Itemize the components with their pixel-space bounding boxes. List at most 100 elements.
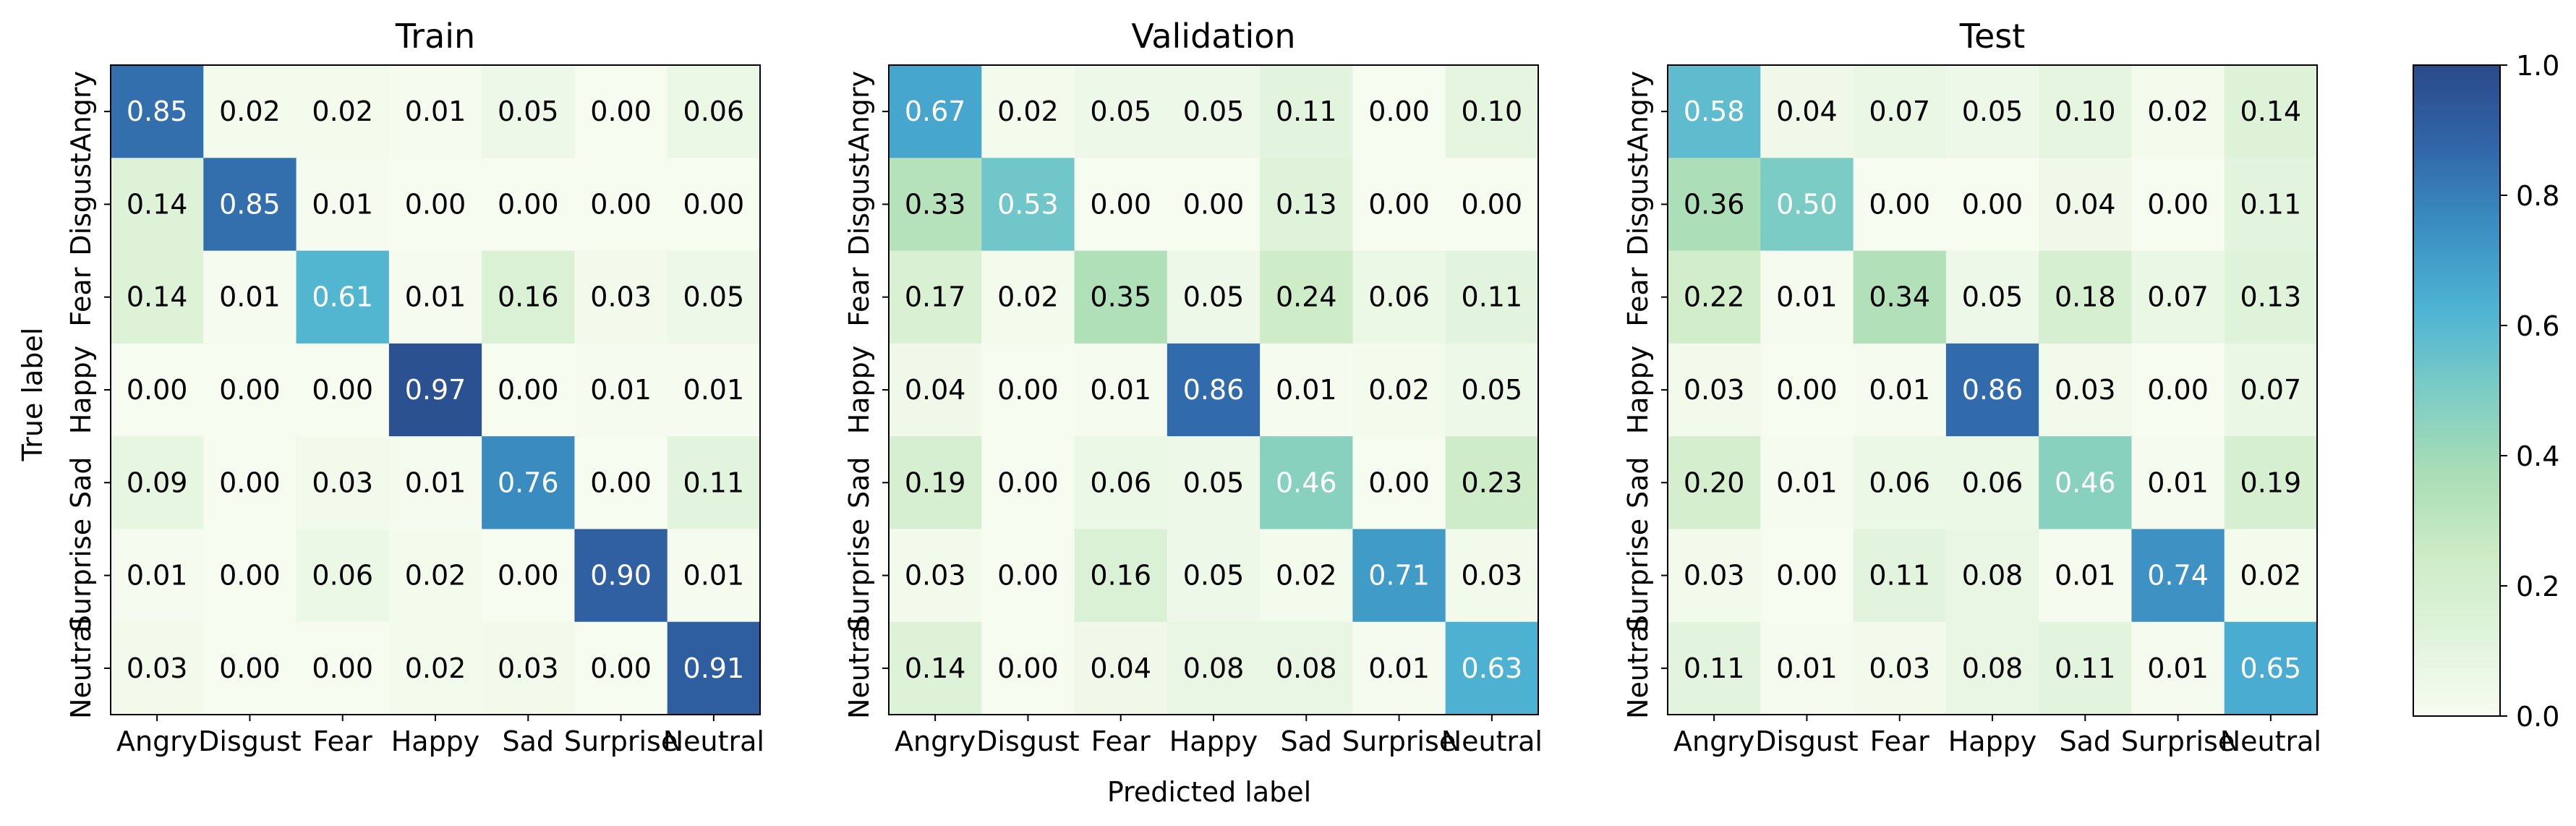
heatmap-cell bbox=[1760, 158, 1854, 252]
heatmap-cell bbox=[296, 343, 390, 437]
heatmap-cell bbox=[482, 343, 576, 437]
heatmap-cell bbox=[2224, 343, 2318, 437]
heatmap-cell bbox=[2131, 529, 2225, 623]
y-tick-label: Angry bbox=[65, 71, 97, 152]
cell-value-label: 0.85 bbox=[219, 188, 281, 220]
cell-value-label: 0.00 bbox=[219, 560, 281, 592]
heatmap-cell bbox=[2039, 158, 2133, 252]
cell-value-label: 0.06 bbox=[1869, 467, 1930, 498]
heatmap-cell bbox=[1167, 250, 1261, 344]
heatmap-cell bbox=[667, 436, 761, 530]
cell-value-label: 0.00 bbox=[498, 188, 559, 220]
y-tick-label: Fear bbox=[1622, 267, 1654, 326]
cell-value-label: 0.01 bbox=[1368, 652, 1430, 684]
heatmap-cell bbox=[1945, 343, 2039, 437]
cell-value-label: 0.07 bbox=[2240, 374, 2302, 406]
cell-value-label: 0.33 bbox=[905, 188, 966, 220]
x-tick-label: Happy bbox=[1169, 725, 1258, 757]
cell-value-label: 0.08 bbox=[1276, 652, 1337, 684]
heatmap-cell bbox=[482, 436, 576, 530]
heatmap-cell bbox=[203, 250, 297, 344]
cell-value-label: 0.05 bbox=[1183, 467, 1245, 498]
heatmap-cell bbox=[1260, 621, 1354, 715]
cell-value-label: 0.00 bbox=[590, 652, 652, 684]
heatmap-cell bbox=[1668, 250, 1761, 344]
y-tick-label: Happy bbox=[65, 346, 97, 435]
y-tick-label: Sad bbox=[65, 457, 97, 509]
colorbar-gradient bbox=[2413, 64, 2501, 717]
cell-value-label: 0.05 bbox=[1183, 560, 1245, 592]
cell-value-label: 0.08 bbox=[1962, 560, 2023, 592]
cell-value-label: 0.01 bbox=[1869, 374, 1930, 406]
heatmap-cell bbox=[574, 158, 668, 252]
cell-value-label: 0.02 bbox=[405, 652, 466, 684]
cell-value-label: 0.11 bbox=[2055, 652, 2116, 684]
cell-value-label: 0.00 bbox=[997, 652, 1059, 684]
heatmap-cell bbox=[1074, 250, 1168, 344]
cell-value-label: 0.00 bbox=[590, 95, 652, 127]
cell-value-label: 0.01 bbox=[2147, 467, 2209, 498]
heatmap-cell bbox=[1352, 621, 1446, 715]
heatmap-cell bbox=[1945, 158, 2039, 252]
y-tick-label: Disgust bbox=[843, 153, 875, 256]
cell-value-label: 0.00 bbox=[1368, 95, 1430, 127]
x-tick-label: Fear bbox=[1870, 725, 1929, 757]
heatmap-cell bbox=[388, 250, 482, 344]
heatmap-cell bbox=[2224, 250, 2318, 344]
heatmap-cell bbox=[889, 158, 982, 252]
cell-value-label: 0.46 bbox=[2055, 467, 2116, 498]
cell-value-label: 0.00 bbox=[219, 374, 281, 406]
colorbar-tick-label: 0.4 bbox=[2516, 440, 2559, 472]
x-tick-label: Angry bbox=[895, 725, 976, 757]
cell-value-label: 0.04 bbox=[2055, 188, 2116, 220]
heatmap-cell bbox=[296, 529, 390, 623]
heatmap-cell bbox=[1853, 250, 1947, 344]
heatmap-cell bbox=[981, 529, 1075, 623]
heatmap-cell bbox=[111, 65, 204, 158]
cell-value-label: 0.01 bbox=[405, 95, 466, 127]
heatmap-cell bbox=[2131, 250, 2225, 344]
cell-value-label: 0.53 bbox=[997, 188, 1059, 220]
heatmap-cell bbox=[1352, 436, 1446, 530]
heatmap-cell bbox=[203, 621, 297, 715]
colorbar-tick-label: 0.0 bbox=[2516, 701, 2559, 733]
heatmap-cell bbox=[1445, 529, 1539, 623]
heatmap-cell bbox=[1760, 621, 1854, 715]
heatmap-cell bbox=[1668, 158, 1761, 252]
cell-value-label: 0.11 bbox=[1684, 652, 1745, 684]
y-tick-label: Fear bbox=[843, 267, 875, 326]
heatmap-cell bbox=[574, 65, 668, 158]
heatmap-cell bbox=[1445, 65, 1539, 158]
cell-value-label: 0.00 bbox=[1368, 467, 1430, 498]
heatmap-cell bbox=[1074, 343, 1168, 437]
cell-value-label: 0.00 bbox=[1090, 188, 1151, 220]
heatmap-cell bbox=[1853, 65, 1947, 158]
heatmap-cell bbox=[1760, 65, 1854, 158]
heatmap-cell bbox=[1167, 158, 1261, 252]
cell-value-label: 0.03 bbox=[1684, 374, 1745, 406]
heatmap-cell bbox=[574, 343, 668, 437]
heatmap-cell bbox=[2039, 65, 2133, 158]
cell-value-label: 0.01 bbox=[683, 560, 745, 592]
colorbar-tick-label: 0.6 bbox=[2516, 310, 2559, 342]
cell-value-label: 0.02 bbox=[2240, 560, 2302, 592]
x-axis-label: Predicted label bbox=[1107, 776, 1311, 808]
cell-value-label: 0.34 bbox=[1869, 281, 1930, 313]
x-tick-label: Disgust bbox=[1755, 725, 1859, 757]
cell-value-label: 0.11 bbox=[1869, 560, 1930, 592]
heatmap-cell bbox=[482, 65, 576, 158]
x-tick-label: Neutral bbox=[1441, 725, 1543, 757]
cell-value-label: 0.03 bbox=[312, 467, 373, 498]
heatmap-cell bbox=[2039, 343, 2133, 437]
heatmap-cell bbox=[574, 621, 668, 715]
heatmap-cell bbox=[111, 529, 204, 623]
cell-value-label: 0.90 bbox=[590, 560, 652, 592]
cell-value-label: 0.03 bbox=[498, 652, 559, 684]
x-tick-label: Sad bbox=[1281, 725, 1333, 757]
cell-value-label: 0.06 bbox=[1962, 467, 2023, 498]
cell-value-label: 0.01 bbox=[2055, 560, 2116, 592]
heatmap-cell bbox=[203, 529, 297, 623]
heatmap-cell bbox=[667, 65, 761, 158]
heatmap-cell bbox=[1167, 436, 1261, 530]
heatmap-cell bbox=[1352, 343, 1446, 437]
